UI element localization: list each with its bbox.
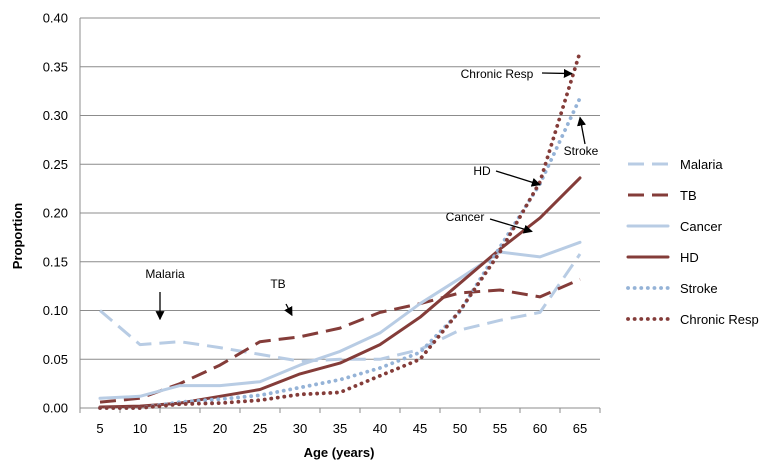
x-tick-label: 25 — [253, 421, 267, 436]
series-line-stroke — [98, 96, 582, 410]
annotation-label-tb: TB — [270, 277, 285, 291]
y-tick-label: 0.35 — [43, 59, 68, 74]
y-tick-label: 0.00 — [43, 401, 68, 416]
annotation-label-hd: HD — [473, 164, 491, 178]
legend-label-stroke: Stroke — [680, 281, 718, 296]
gridlines — [80, 17, 600, 409]
legend-label-malaria: Malaria — [680, 157, 723, 172]
y-axis-title: Proportion — [10, 203, 25, 269]
x-tick-label: 45 — [413, 421, 427, 436]
annotation-label-chronic-resp: Chronic Resp — [461, 67, 534, 81]
legend-label-tb: TB — [680, 188, 697, 203]
y-tick-label: 0.05 — [43, 352, 68, 367]
annotation-arrow-cancer — [489, 218, 533, 234]
x-tick-label: 10 — [133, 421, 147, 436]
x-tick-label: 20 — [213, 421, 227, 436]
legend-label-chronic-resp: Chronic Resp — [680, 312, 759, 327]
series-line-tb — [99, 277, 581, 404]
y-tick-labels: 0.00 0.05 0.10 0.15 0.20 0.25 0.30 0.35 0.40 — [43, 11, 68, 416]
x-tick-label: 60 — [533, 421, 547, 436]
annotation-arrow-stroke — [577, 116, 586, 145]
annotation-arrow-chronic-resp — [541, 68, 573, 78]
series-line-chronic-resp — [98, 50, 582, 410]
x-tick-label: 65 — [573, 421, 587, 436]
y-tick-label: 0.20 — [43, 206, 68, 221]
series-line-hd — [98, 176, 582, 409]
y-tick-label: 0.40 — [43, 11, 68, 26]
legend: Malaria TB Cancer HD Stroke Chronic Resp — [626, 157, 759, 327]
y-tick-label: 0.30 — [43, 108, 68, 123]
annotation-label-stroke: Stroke — [564, 144, 599, 158]
x-tick-label: 40 — [373, 421, 387, 436]
legend-label-hd: HD — [680, 250, 699, 265]
y-tick-label: 0.25 — [43, 157, 68, 172]
annotation-label-cancer: Cancer — [446, 210, 485, 224]
annotation-label-malaria: Malaria — [145, 267, 185, 281]
annotations: Malaria TB Cancer HD Stroke Chronic Resp — [145, 67, 599, 321]
x-tick-label: 50 — [453, 421, 467, 436]
y-tick-label: 0.10 — [43, 303, 68, 318]
axes — [79, 18, 601, 413]
legend-label-cancer: Cancer — [680, 219, 723, 234]
x-tick-label: 5 — [96, 421, 103, 436]
annotation-arrow-tb — [284, 303, 293, 317]
series-line-malaria — [99, 253, 582, 363]
x-tick-labels: 5 10 15 20 25 30 35 40 45 50 55 60 65 — [96, 421, 587, 436]
x-tick-label: 35 — [333, 421, 347, 436]
series-line-cancer — [98, 240, 582, 400]
x-tick-label: 15 — [173, 421, 187, 436]
annotation-arrow-hd — [495, 170, 541, 187]
x-tick-label: 55 — [493, 421, 507, 436]
y-tick-label: 0.15 — [43, 254, 68, 269]
x-axis-title: Age (years) — [304, 445, 375, 460]
series-lines — [98, 50, 582, 410]
x-tick-label: 30 — [293, 421, 307, 436]
